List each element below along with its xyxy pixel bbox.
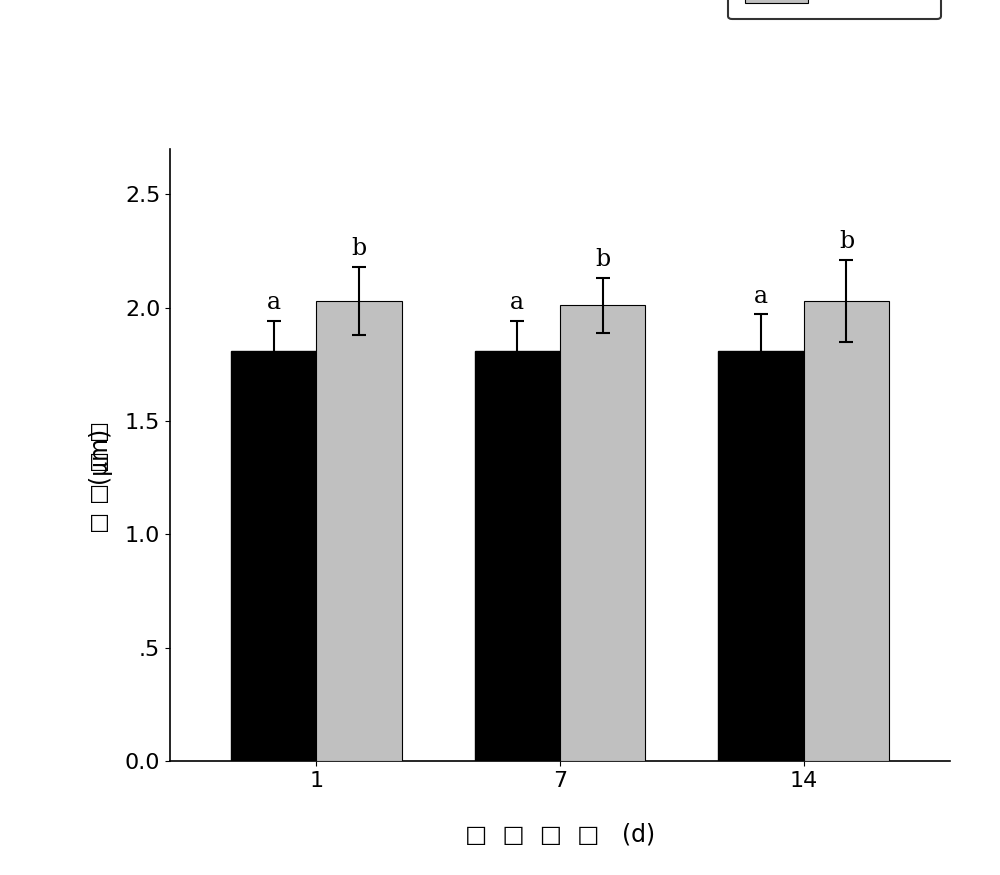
Text: b: b bbox=[351, 237, 366, 260]
Bar bbox=[316, 301, 402, 761]
Bar bbox=[475, 351, 560, 761]
Text: b: b bbox=[595, 248, 610, 271]
Text: b: b bbox=[839, 230, 854, 253]
Bar bbox=[804, 301, 889, 761]
Y-axis label: (μm): (μm) bbox=[87, 427, 111, 483]
Text: a: a bbox=[267, 291, 281, 314]
Text: a: a bbox=[754, 284, 768, 307]
Legend: □  □  □  □, □  □  □  □: □ □ □ □, □ □ □ □ bbox=[728, 0, 941, 19]
Bar bbox=[231, 351, 316, 761]
Bar bbox=[560, 305, 645, 761]
Text: □: □ bbox=[89, 513, 110, 533]
Text: □: □ bbox=[89, 484, 110, 504]
Text: a: a bbox=[510, 291, 524, 314]
Text: □  □  □  □   (d): □ □ □ □ (d) bbox=[465, 822, 655, 846]
Text: □: □ bbox=[89, 423, 110, 443]
Text: □: □ bbox=[89, 452, 110, 472]
Bar bbox=[718, 351, 804, 761]
